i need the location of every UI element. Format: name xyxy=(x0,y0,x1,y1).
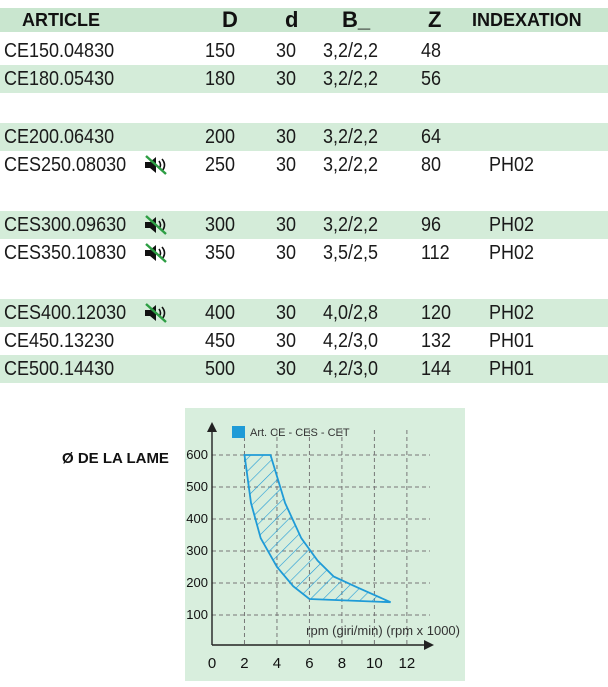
blade-diameter-chart: Ø DE LA LAME 0 2 4 6 8 10 12 100 200 300 400 500 600… xyxy=(0,400,608,687)
cell-article: CE500.14430 xyxy=(4,358,115,380)
cell-Z: 80 xyxy=(421,154,442,176)
x-tick-label: 0 xyxy=(208,655,216,672)
x-axis-arrow xyxy=(424,640,434,650)
cell-B: 3,5/2,5 xyxy=(323,242,379,264)
cell-D: 150 xyxy=(205,40,236,62)
y-tick-label: 100 xyxy=(186,607,208,622)
cell-d: 30 xyxy=(276,126,297,148)
cell-d: 30 xyxy=(276,40,297,62)
cell-D: 300 xyxy=(205,214,236,236)
x-tick-label: 6 xyxy=(305,655,313,672)
table-header-row: ARTICLE D d B_ Z INDEXATION xyxy=(0,8,608,32)
cell-indexation: PH01 xyxy=(489,330,535,352)
y-tick-label: 500 xyxy=(186,479,208,494)
cell-article: CES300.09630 xyxy=(4,214,127,236)
x-tick-label: 4 xyxy=(273,655,281,672)
chart-axes xyxy=(207,422,434,650)
cell-Z: 48 xyxy=(421,40,442,62)
header-d: d xyxy=(285,7,299,32)
muted-speaker-icon xyxy=(145,215,167,235)
cell-d: 30 xyxy=(276,154,297,176)
table-row: CES350.10830 350 30 3,5/2,5 112 PH02 xyxy=(0,239,608,267)
table-row: CE150.04830 150 30 3,2/2,2 48 xyxy=(0,37,608,65)
chart-background xyxy=(185,408,465,681)
chart-x-axis-label: rpm (giri/min) (rpm x 1000) xyxy=(306,623,460,638)
cell-article: CE200.06430 xyxy=(4,126,115,148)
y-tick-label: 400 xyxy=(186,511,208,526)
cell-B: 4,2/3,0 xyxy=(323,330,379,352)
cell-D: 350 xyxy=(205,242,236,264)
cell-indexation: PH02 xyxy=(489,154,535,176)
cell-D: 250 xyxy=(205,154,236,176)
cell-d: 30 xyxy=(276,330,297,352)
table-row: CES300.09630 300 30 3,2/2,2 96 PH02 xyxy=(0,211,608,239)
cell-D: 180 xyxy=(205,68,236,90)
y-tick-label: 300 xyxy=(186,543,208,558)
chart-y-axis-label: Ø DE LA LAME xyxy=(62,450,169,467)
cell-Z: 120 xyxy=(421,302,452,324)
table-row: CE500.14430 500 30 4,2/3,0 144 PH01 xyxy=(0,355,608,383)
legend-label: Art. CE - CES - CET xyxy=(250,427,350,439)
cell-indexation: PH01 xyxy=(489,358,535,380)
muted-speaker-icon xyxy=(145,303,167,323)
x-tick-label: 10 xyxy=(366,655,383,672)
cell-D: 400 xyxy=(205,302,236,324)
cell-d: 30 xyxy=(276,358,297,380)
x-tick-label: 2 xyxy=(240,655,248,672)
header-indexation: INDEXATION xyxy=(472,10,582,30)
header-B: B_ xyxy=(342,7,371,32)
x-tick-label: 8 xyxy=(338,655,346,672)
y-tick-label: 600 xyxy=(186,447,208,462)
cell-article: CES350.10830 xyxy=(4,242,127,264)
header-D: D xyxy=(222,7,238,32)
chart-series xyxy=(243,454,391,604)
cell-article: CE150.04830 xyxy=(4,40,115,62)
table-row: CE450.13230 450 30 4,2/3,0 132 PH01 xyxy=(0,327,608,355)
table-row: CE180.05430 180 30 3,2/2,2 56 xyxy=(0,65,608,93)
cell-B: 3,2/2,2 xyxy=(323,154,379,176)
cell-article: CES250.08030 xyxy=(4,154,127,176)
cell-B: 3,2/2,2 xyxy=(323,40,379,62)
muted-speaker-icon xyxy=(145,243,167,263)
cell-Z: 144 xyxy=(421,358,452,380)
table-row: CES250.08030 250 30 3,2/2,2 80 PH02 xyxy=(0,151,608,179)
cell-indexation: PH02 xyxy=(489,214,535,236)
cell-indexation: PH02 xyxy=(489,242,535,264)
cell-d: 30 xyxy=(276,302,297,324)
cell-D: 450 xyxy=(205,330,236,352)
cell-B: 3,2/2,2 xyxy=(323,214,379,236)
header-Z: Z xyxy=(428,7,442,32)
cell-article: CE180.05430 xyxy=(4,68,115,90)
chart-svg: 0 2 4 6 8 10 12 100 200 300 400 500 600 Art. CE - CE… xyxy=(186,422,460,672)
cell-article: CE450.13230 xyxy=(4,330,115,352)
chart-ticks: 0 2 4 6 8 10 12 100 200 300 400 500 600 xyxy=(186,447,415,672)
cell-d: 30 xyxy=(276,214,297,236)
cell-B: 4,2/3,0 xyxy=(323,358,379,380)
cell-indexation: PH02 xyxy=(489,302,535,324)
cell-B: 4,0/2,8 xyxy=(323,302,379,324)
cell-article: CES400.12030 xyxy=(4,302,127,324)
chart-legend: Art. CE - CES - CET xyxy=(232,426,350,439)
muted-speaker-icon xyxy=(145,155,167,175)
cell-Z: 112 xyxy=(421,242,450,264)
cell-d: 30 xyxy=(276,242,297,264)
table-row: CES400.12030 400 30 4,0/2,8 120 PH02 xyxy=(0,299,608,327)
cell-B: 3,2/2,2 xyxy=(323,126,379,148)
table-row: CE200.06430 200 30 3,2/2,2 64 xyxy=(0,123,608,151)
cell-Z: 64 xyxy=(421,126,442,148)
y-axis-arrow xyxy=(207,422,217,432)
cell-Z: 132 xyxy=(421,330,452,352)
cell-Z: 96 xyxy=(421,214,442,236)
cell-d: 30 xyxy=(276,68,297,90)
cell-B: 3,2/2,2 xyxy=(323,68,379,90)
cell-Z: 56 xyxy=(421,68,442,90)
series-area xyxy=(243,454,391,604)
legend-swatch xyxy=(232,426,245,438)
cell-D: 500 xyxy=(205,358,236,380)
cell-D: 200 xyxy=(205,126,236,148)
header-article: ARTICLE xyxy=(22,10,100,30)
y-tick-label: 200 xyxy=(186,575,208,590)
x-tick-label: 12 xyxy=(399,655,416,672)
